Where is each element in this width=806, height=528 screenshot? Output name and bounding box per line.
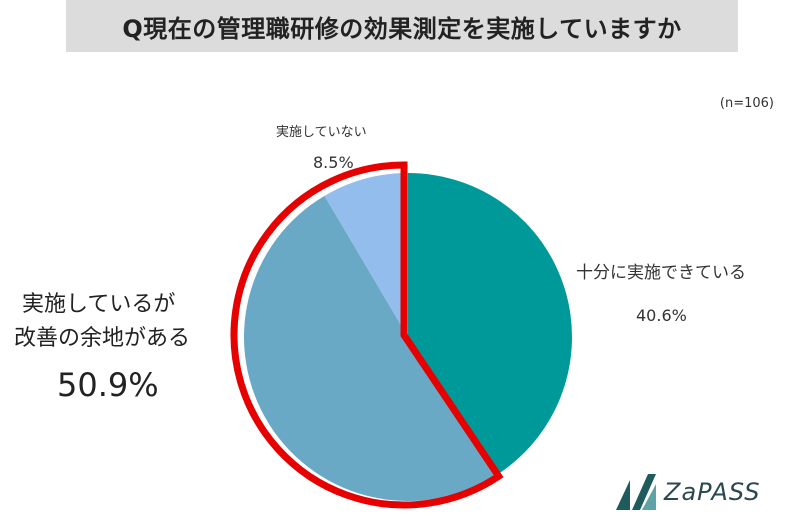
chart-title: Q現在の管理職研修の効果測定を実施していますか bbox=[122, 14, 682, 43]
pie-slice-0 bbox=[408, 173, 572, 474]
highlight-outline bbox=[230, 161, 504, 509]
slice-label-room-for-improvement-line1: 実施しているが bbox=[22, 292, 176, 317]
pie-slice-2 bbox=[324, 173, 408, 337]
pie-slice-1 bbox=[243, 195, 500, 502]
zapass-logo-text: ZaPASS bbox=[664, 478, 761, 506]
slice-label-room-for-improvement-line2: 改善の余地がある bbox=[14, 326, 191, 351]
zapass-logo: ZaPASS bbox=[612, 470, 782, 514]
title-banner: Q現在の管理職研修の効果測定を実施していますか bbox=[66, 0, 738, 52]
slice-label-fully-implemented: 十分に実施できている bbox=[576, 263, 746, 283]
sample-size-note: (n=106) bbox=[719, 96, 774, 111]
zapass-logo-mark bbox=[616, 474, 656, 510]
slice-label-not-implemented: 実施していない bbox=[276, 125, 367, 140]
slice-value-room-for-improvement: 50.9% bbox=[57, 366, 159, 404]
slice-value-not-implemented: 8.5% bbox=[313, 153, 354, 172]
slice-value-fully-implemented: 40.6% bbox=[636, 306, 687, 325]
